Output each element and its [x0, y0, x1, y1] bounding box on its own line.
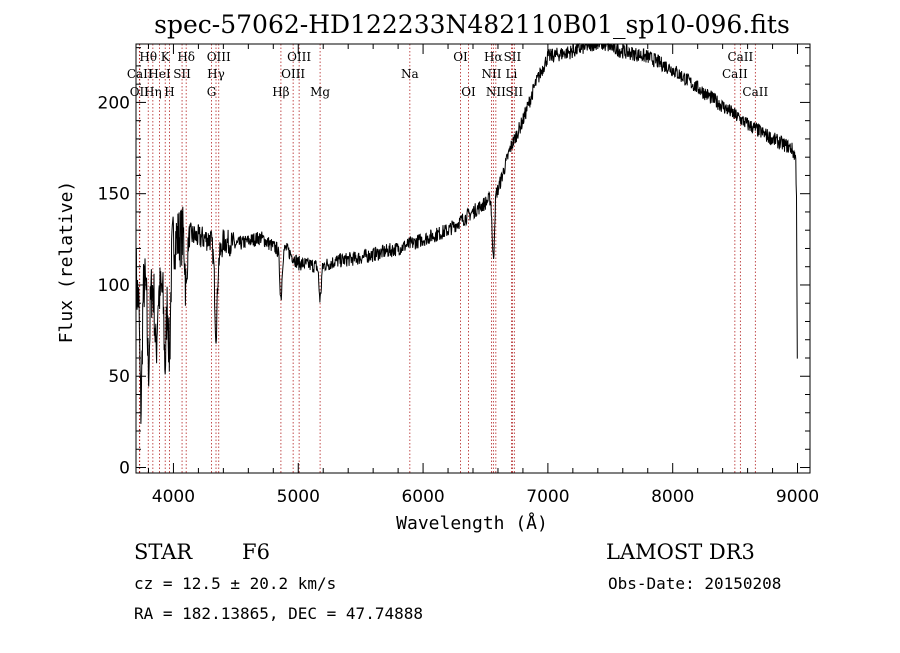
spectral-line-label: OII: [130, 85, 150, 99]
spectral-line-label: Hγ: [207, 67, 225, 81]
spectral-line-label: NII: [481, 67, 501, 81]
spectral-line-label: CaII: [722, 67, 748, 81]
spectral-line-label: G: [207, 85, 217, 99]
spectral-line-label: SII: [173, 67, 191, 81]
plot-frame: [135, 43, 811, 474]
spectrum-trace: [135, 42, 798, 424]
spectral-line-label: CaII: [727, 50, 753, 64]
velocity-readout: cz = 12.5 ± 20.2 km/s: [134, 574, 337, 593]
spectral-line-label: Hβ: [272, 85, 289, 99]
spectral-subclass: F6: [242, 540, 270, 564]
spectral-line-label: Hδ: [177, 50, 195, 64]
x-tick-label: 4000: [152, 487, 195, 507]
spectral-line-markers: [138, 44, 756, 473]
spectral-line-label: Hθ: [139, 50, 157, 64]
y-tick-label: 200: [98, 93, 130, 113]
spectral-line-label: OIII: [287, 50, 311, 64]
y-tick-label: 50: [108, 367, 130, 387]
spectral-line-label: OI: [461, 85, 476, 99]
object-class: STAR: [134, 540, 193, 564]
spectral-line-label: H: [164, 85, 174, 99]
spectral-line-label: OIII: [281, 67, 305, 81]
x-axis: 4000 5000 6000 7000 8000 9000: [147, 44, 819, 507]
spectral-line-label: SII: [505, 85, 523, 99]
x-axis-label: Wavelength (Å): [396, 512, 548, 534]
x-tick-label: 5000: [277, 487, 320, 507]
spectral-line-label: SII: [504, 50, 522, 64]
x-tick-label: 6000: [401, 487, 444, 507]
spectral-line-label: NII: [486, 85, 506, 99]
obs-date: Obs-Date: 20150208: [608, 574, 782, 593]
coordinates-readout: RA = 182.13865, DEC = 47.74888: [134, 604, 423, 623]
spectral-line-label: CaII: [742, 85, 768, 99]
spectral-line-labels: CaII OII Hθ Hη HeI K H SII Hδ G Hγ OIII Hβ OIII OIII Mg…: [127, 50, 769, 99]
chart-title: spec-57062-HD122233N482110B01_sp10-096.f…: [154, 10, 790, 39]
y-tick-label: 0: [119, 459, 130, 479]
x-tick-label: 9000: [776, 487, 819, 507]
y-tick-label: 150: [98, 185, 130, 205]
spectral-line-label: HeI: [148, 67, 171, 81]
spectral-line-label: OI: [453, 50, 468, 64]
y-axis-label: Flux (relative): [56, 181, 77, 344]
survey-name: LAMOST DR3: [606, 540, 755, 564]
spectral-line-label: K: [161, 50, 171, 64]
y-axis: 0 50 100 150 200: [98, 47, 810, 479]
spectral-line-label: Mg: [310, 85, 330, 99]
spectral-line-label: Hη: [144, 85, 162, 99]
spectral-line-label: Na: [401, 67, 419, 81]
x-tick-label: 7000: [526, 487, 569, 507]
spectral-line-label: Li: [506, 67, 518, 81]
y-tick-label: 100: [98, 276, 130, 296]
spectral-line-label: Hα: [484, 50, 503, 64]
x-tick-label: 8000: [651, 487, 694, 507]
spectral-line-label: OIII: [207, 50, 231, 64]
spectral-line-label: CaII: [127, 67, 153, 81]
